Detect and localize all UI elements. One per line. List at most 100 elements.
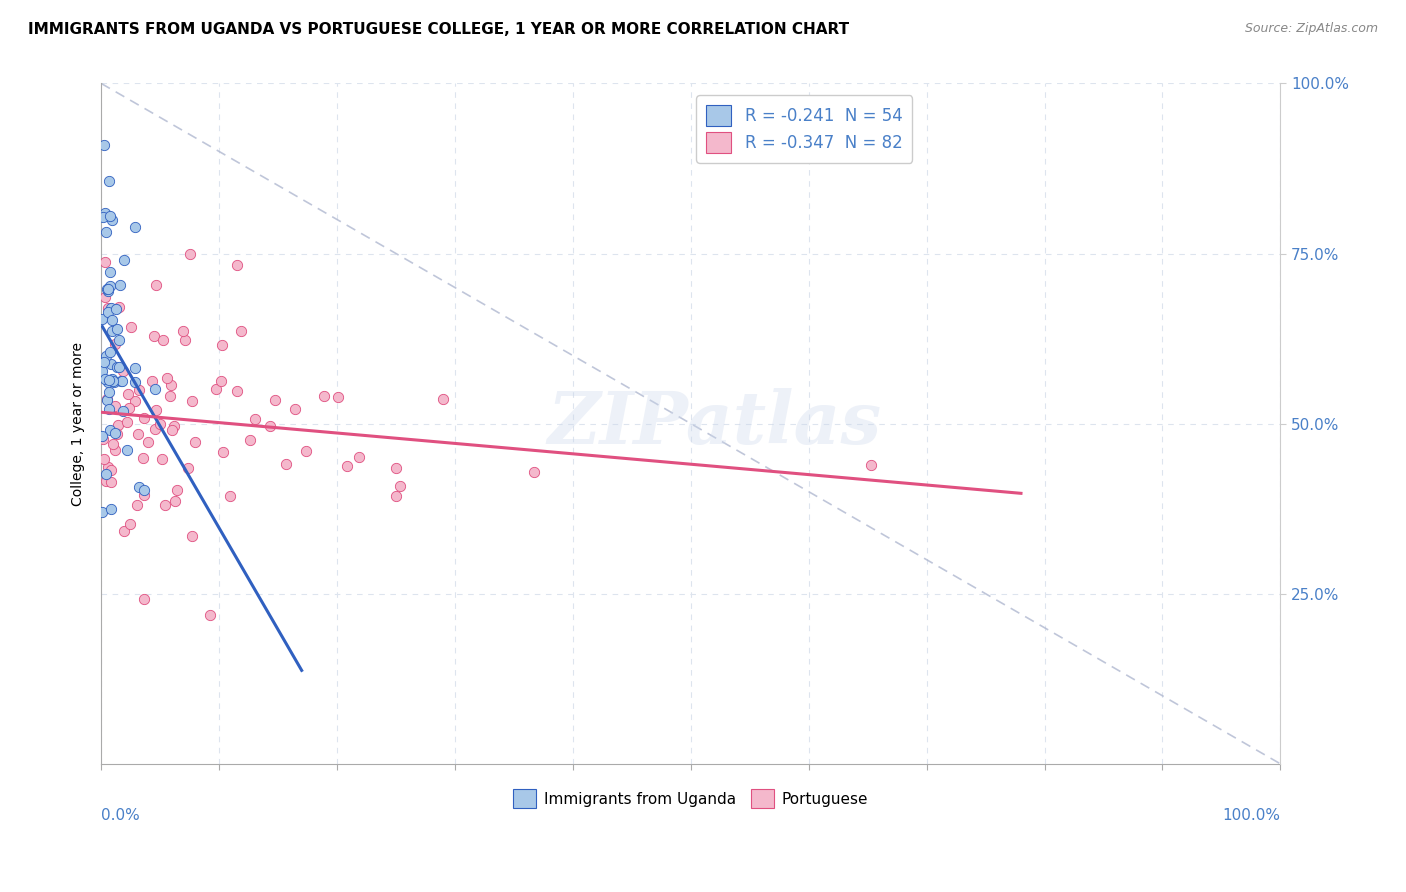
Point [97,282,120,296]
Point [166,483,188,498]
Point [111,364,134,378]
Point [101,372,124,386]
Point [98,345,121,359]
Point [336,458,359,473]
Point [163,494,186,508]
Point [105,322,128,336]
Point [385,489,408,503]
Point [93,355,115,369]
Point [389,479,412,493]
Point [200,607,222,622]
Point [152,333,174,347]
Point [97,284,120,298]
Text: 0.0%: 0.0% [101,808,141,823]
Point [155,498,177,512]
Point [94,467,117,481]
Point [117,386,139,401]
Point [111,374,134,388]
Point [860,458,883,472]
Point [93,138,115,153]
Point [104,426,127,441]
Point [259,419,281,434]
Point [143,422,166,436]
Point [94,206,117,220]
Point [105,426,128,441]
Point [91,210,114,224]
Point [211,444,233,458]
Point [231,325,253,339]
Point [145,403,167,417]
Point [98,174,121,188]
Point [174,334,197,348]
Point [115,443,138,458]
Point [94,225,117,239]
Point [124,393,146,408]
Point [127,499,149,513]
Point [100,265,122,279]
Point [94,290,117,304]
Legend: Immigrants from Uganda, Portuguese: Immigrants from Uganda, Portuguese [508,783,875,814]
Point [91,312,114,326]
Text: 100.0%: 100.0% [1222,808,1281,823]
Point [349,450,371,465]
Point [108,300,131,314]
Point [96,392,118,407]
Point [112,253,135,268]
Point [127,426,149,441]
Point [160,378,183,392]
Point [104,442,127,457]
Point [103,374,125,388]
Point [284,402,307,417]
Point [110,277,132,292]
Point [108,360,131,375]
Point [91,505,114,519]
Point [96,392,118,407]
Point [120,517,142,532]
Point [100,312,122,326]
Point [264,392,287,407]
Point [91,363,114,377]
Point [120,319,142,334]
Point [100,463,122,477]
Point [97,402,120,417]
Point [219,489,242,503]
Point [243,412,266,426]
Point [107,417,129,432]
Point [184,435,207,450]
Point [91,432,114,446]
Point [132,483,155,498]
Point [128,480,150,494]
Point [128,384,150,398]
Point [93,372,115,386]
Point [143,382,166,396]
Point [326,390,349,404]
Point [145,277,167,292]
Point [148,417,170,431]
Point [114,524,136,538]
Point [105,360,128,375]
Point [179,247,201,261]
Y-axis label: College, 1 year or more: College, 1 year or more [72,342,86,506]
Point [159,389,181,403]
Point [100,475,122,489]
Point [124,375,146,389]
Point [132,450,155,465]
Point [276,457,298,471]
Point [160,423,183,437]
Point [124,219,146,234]
Point [110,374,132,388]
Point [96,282,118,296]
Point [205,383,228,397]
Point [100,357,122,371]
Point [97,460,120,475]
Point [211,338,233,352]
Text: IMMIGRANTS FROM UGANDA VS PORTUGUESE COLLEGE, 1 YEAR OR MORE CORRELATION CHART: IMMIGRANTS FROM UGANDA VS PORTUGUESE COL… [28,22,849,37]
Point [115,415,138,429]
Point [101,324,124,338]
Point [94,475,117,489]
Point [105,302,128,317]
Point [132,488,155,502]
Point [97,375,120,389]
Point [98,279,121,293]
Point [98,423,121,437]
